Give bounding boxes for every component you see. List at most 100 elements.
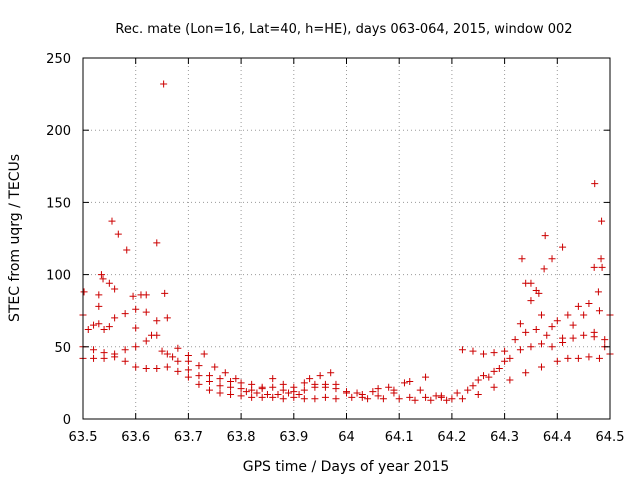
y-tick-label: 250 — [46, 52, 71, 67]
data-point — [174, 344, 182, 352]
data-point — [432, 392, 440, 400]
data-point — [518, 255, 526, 263]
data-point — [527, 297, 535, 305]
x-tick-label: 64.3 — [490, 430, 519, 445]
data-point — [148, 331, 156, 339]
data-point — [200, 350, 208, 358]
data-point — [216, 382, 224, 390]
data-point — [406, 377, 414, 385]
data-point — [97, 271, 105, 279]
data-point — [364, 395, 372, 403]
data-point — [390, 386, 398, 394]
data-point — [548, 343, 556, 351]
data-point — [290, 393, 298, 401]
data-point — [598, 217, 606, 225]
data-point — [348, 393, 356, 401]
chart-title: Rec. mate (Lon=16, Lat=40, h=HE), days 0… — [115, 22, 572, 37]
data-point — [258, 393, 266, 401]
data-point — [469, 347, 477, 355]
data-point — [161, 289, 169, 297]
data-point — [195, 372, 203, 380]
data-point — [569, 321, 577, 329]
x-tick-label: 64.4 — [543, 430, 572, 445]
data-point — [464, 386, 472, 394]
data-point — [184, 351, 192, 359]
data-point — [258, 385, 266, 393]
data-point — [469, 382, 477, 390]
data-point — [99, 275, 107, 283]
data-point — [574, 354, 582, 362]
data-point — [211, 363, 219, 371]
data-point — [559, 334, 567, 342]
data-point — [548, 255, 556, 263]
data-point — [300, 395, 308, 403]
data-point — [263, 390, 271, 398]
data-point — [153, 364, 161, 372]
data-point — [343, 389, 350, 397]
x-tick-label: 63.6 — [121, 430, 150, 445]
data-point — [490, 349, 498, 357]
data-point — [132, 363, 140, 371]
data-point — [443, 396, 451, 404]
data-point — [591, 180, 599, 188]
data-point — [285, 389, 293, 397]
data-point — [374, 385, 382, 393]
data-point — [248, 386, 256, 394]
data-point — [253, 389, 261, 397]
data-point — [601, 336, 609, 344]
data-point — [114, 230, 122, 238]
data-point — [595, 307, 603, 315]
data-point — [437, 393, 445, 401]
data-point — [501, 357, 509, 365]
data-point — [153, 239, 161, 247]
data-point — [506, 354, 514, 362]
data-point — [132, 305, 140, 313]
data-point — [485, 373, 493, 381]
data-point — [458, 395, 466, 403]
x-tick-label: 63.5 — [69, 430, 98, 445]
y-tick-label: 100 — [46, 269, 71, 284]
data-point — [448, 395, 456, 403]
data-point — [195, 362, 203, 370]
data-point — [474, 390, 482, 398]
data-point — [163, 350, 171, 358]
data-point — [279, 395, 287, 403]
data-point — [95, 302, 103, 310]
data-point — [84, 325, 92, 333]
x-tick-label: 63.9 — [279, 430, 308, 445]
data-point — [132, 324, 140, 332]
x-axis-label: GPS time / Days of year 2015 — [243, 459, 450, 475]
x-tick-label: 63.7 — [174, 430, 203, 445]
data-point — [564, 311, 572, 319]
axis-ticks: 63.5 63.6 63.7 63.8 63.9 64 64.1 64.2 64.3 64.4 64… — [46, 52, 624, 445]
data-point — [300, 386, 308, 394]
data-point — [105, 323, 113, 331]
data-point — [269, 375, 277, 383]
data-point — [216, 389, 224, 397]
data-point — [123, 246, 131, 254]
data-point — [95, 320, 103, 328]
y-tick-label: 150 — [46, 196, 71, 211]
data-point — [480, 350, 488, 358]
data-point — [580, 331, 588, 339]
data-point — [541, 232, 549, 240]
data-point — [400, 379, 408, 387]
data-point — [594, 288, 602, 296]
data-point — [535, 289, 543, 297]
data-point — [227, 383, 235, 391]
data-point — [458, 346, 466, 354]
data-point — [516, 320, 524, 328]
data-point — [90, 321, 98, 329]
data-point — [553, 317, 561, 325]
data-point — [332, 385, 340, 393]
x-tick-label: 63.8 — [227, 430, 256, 445]
data-point — [480, 372, 488, 380]
data-point — [142, 291, 150, 299]
data-point — [406, 393, 414, 401]
data-point — [501, 347, 509, 355]
data-point — [416, 386, 424, 394]
y-tick-label: 0 — [63, 413, 71, 428]
data-point — [411, 396, 419, 404]
data-point — [490, 367, 498, 375]
data-point — [327, 369, 335, 377]
